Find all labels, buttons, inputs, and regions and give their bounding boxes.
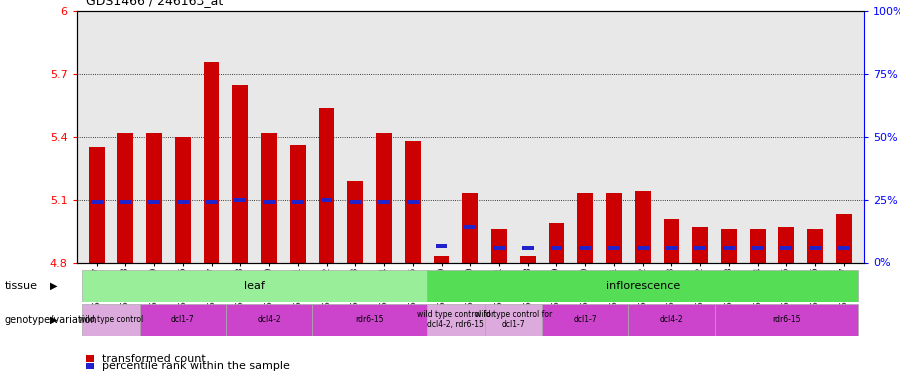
- Bar: [407, 200, 418, 204]
- Text: genotype/variation: genotype/variation: [4, 315, 97, 325]
- Text: wild type control: wild type control: [79, 315, 143, 324]
- Bar: [807, 229, 823, 262]
- Bar: [522, 246, 534, 250]
- Bar: [405, 141, 420, 262]
- Text: dcl4-2: dcl4-2: [257, 315, 281, 324]
- Bar: [752, 246, 763, 250]
- Bar: [580, 246, 591, 250]
- Bar: [542, 304, 628, 336]
- Bar: [226, 304, 312, 336]
- Bar: [148, 200, 160, 204]
- Bar: [520, 256, 536, 262]
- Bar: [120, 200, 131, 204]
- Text: percentile rank within the sample: percentile rank within the sample: [102, 362, 290, 371]
- Bar: [836, 214, 851, 262]
- Bar: [463, 194, 478, 262]
- Bar: [91, 200, 103, 204]
- Bar: [428, 304, 484, 336]
- Text: ▶: ▶: [50, 281, 57, 291]
- Text: dcl1-7: dcl1-7: [171, 315, 194, 324]
- Bar: [434, 256, 449, 262]
- Bar: [203, 62, 220, 262]
- Text: transformed count: transformed count: [102, 354, 205, 364]
- Bar: [347, 181, 364, 262]
- Bar: [263, 200, 275, 204]
- Bar: [665, 246, 678, 250]
- Bar: [206, 200, 218, 204]
- Bar: [436, 244, 447, 248]
- Text: dcl4-2: dcl4-2: [660, 315, 683, 324]
- Bar: [232, 84, 248, 262]
- Text: tissue: tissue: [4, 281, 38, 291]
- Bar: [319, 108, 335, 262]
- Bar: [628, 304, 715, 336]
- Bar: [349, 200, 361, 204]
- Bar: [118, 133, 133, 262]
- Bar: [491, 229, 507, 262]
- Bar: [82, 270, 428, 302]
- Bar: [551, 246, 562, 250]
- Text: rdr6-15: rdr6-15: [356, 315, 384, 324]
- Bar: [89, 147, 104, 262]
- Text: leaf: leaf: [244, 281, 266, 291]
- Bar: [838, 246, 850, 250]
- Bar: [82, 304, 140, 336]
- Bar: [312, 304, 427, 336]
- Text: inflorescence: inflorescence: [606, 281, 680, 291]
- Bar: [692, 227, 708, 262]
- Bar: [177, 200, 189, 204]
- Bar: [637, 246, 649, 250]
- Bar: [750, 229, 766, 262]
- Bar: [809, 246, 821, 250]
- Bar: [140, 304, 226, 336]
- Bar: [175, 137, 191, 262]
- Text: wild type control for
dcl1-7: wild type control for dcl1-7: [474, 310, 552, 329]
- Bar: [663, 219, 680, 262]
- Bar: [778, 227, 795, 262]
- Bar: [292, 200, 303, 204]
- Bar: [577, 194, 593, 262]
- Bar: [234, 198, 247, 202]
- Bar: [146, 133, 162, 262]
- Bar: [721, 229, 737, 262]
- Text: dcl1-7: dcl1-7: [573, 315, 597, 324]
- Bar: [484, 304, 542, 336]
- Bar: [378, 200, 390, 204]
- Bar: [608, 246, 620, 250]
- Text: ▶: ▶: [50, 315, 57, 325]
- Bar: [493, 246, 505, 250]
- Bar: [723, 246, 734, 250]
- Bar: [694, 246, 706, 250]
- Bar: [464, 225, 476, 229]
- Text: rdr6-15: rdr6-15: [772, 315, 801, 324]
- Bar: [634, 191, 651, 262]
- Bar: [261, 133, 277, 262]
- Bar: [290, 145, 306, 262]
- Bar: [715, 304, 859, 336]
- Bar: [428, 270, 859, 302]
- Bar: [376, 133, 392, 262]
- Bar: [606, 194, 622, 262]
- Text: wild type control for
dcl4-2, rdr6-15: wild type control for dcl4-2, rdr6-15: [418, 310, 494, 329]
- Text: GDS1466 / 246163_at: GDS1466 / 246163_at: [86, 0, 223, 8]
- Bar: [780, 246, 792, 250]
- Bar: [549, 223, 564, 262]
- Bar: [320, 198, 332, 202]
